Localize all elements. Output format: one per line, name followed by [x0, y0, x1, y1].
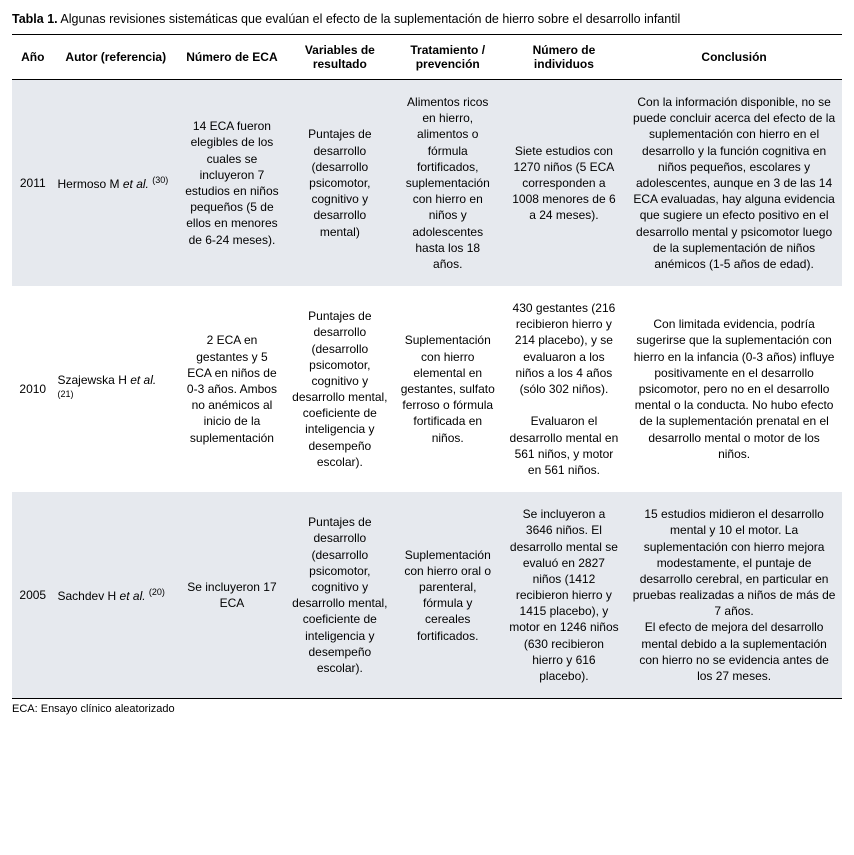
author-ref: (30) [152, 175, 168, 185]
caption-label: Tabla 1. [12, 12, 58, 26]
header-row: Año Autor (referencia) Número de ECA Var… [12, 35, 842, 80]
cell-n: Siete estudios con 1270 niños (5 ECA cor… [502, 80, 627, 287]
cell-year: 2005 [12, 492, 54, 699]
cell-author: Hermoso M et al. (30) [54, 80, 179, 287]
caption-text: Algunas revisiones sistemáticas que eval… [60, 12, 680, 26]
th-conclusion: Conclusión [626, 35, 842, 80]
th-author: Autor (referencia) [54, 35, 179, 80]
table-footnote: ECA: Ensayo clínico aleatorizado [12, 703, 842, 715]
th-eca: Número de ECA [178, 35, 286, 80]
cell-eca: 2 ECA en gestantes y 5 ECA en niños de 0… [178, 286, 286, 492]
author-name: Hermoso M [58, 177, 120, 191]
th-year: Año [12, 35, 54, 80]
cell-conclusion: Con limitada evidencia, podría sugerirse… [626, 286, 842, 492]
cell-eca: Se incluyeron 17 ECA [178, 492, 286, 699]
author-name: Szajewska H [58, 373, 127, 387]
cell-year: 2011 [12, 80, 54, 287]
cell-n: 430 gestantes (216 recibieron hierro y 2… [502, 286, 627, 492]
cell-conclusion: 15 estudios midieron el desarrollo menta… [626, 492, 842, 699]
author-name: Sachdev H [58, 589, 117, 603]
author-ref: (21) [58, 389, 74, 399]
cell-treatment: Suplementación con hierro oral o parente… [394, 492, 502, 699]
author-ref: (20) [149, 587, 165, 597]
cell-author: Sachdev H et al. (20) [54, 492, 179, 699]
n-part1: 430 gestantes (216 recibieron hierro y 2… [513, 301, 616, 396]
table-row: 2010 Szajewska H et al. (21) 2 ECA en ge… [12, 286, 842, 492]
cell-n: Se incluyeron a 3646 niños. El desarroll… [502, 492, 627, 699]
table-row: 2011 Hermoso M et al. (30) 14 ECA fueron… [12, 80, 842, 287]
th-vars: Variables de resultado [286, 35, 394, 80]
cell-year: 2010 [12, 286, 54, 492]
conclusion-part2: El efecto de mejora del desarrollo menta… [639, 620, 828, 683]
th-n: Número de individuos [502, 35, 627, 80]
cell-conclusion: Con la información disponible, no se pue… [626, 80, 842, 287]
cell-treatment: Suplementación con hierro elemental en g… [394, 286, 502, 492]
n-part2: Evaluaron el desarrollo mental en 561 ni… [510, 414, 619, 477]
cell-vars: Puntajes de desarrollo (desarrollo psico… [286, 492, 394, 699]
cell-eca: 14 ECA fueron elegibles de los cuales se… [178, 80, 286, 287]
cell-treatment: Alimentos ricos en hierro, alimentos o f… [394, 80, 502, 287]
cell-vars: Puntajes de desarrollo (desarrollo psico… [286, 80, 394, 287]
cell-vars: Puntajes de desarrollo (desarrollo psico… [286, 286, 394, 492]
systematic-reviews-table: Año Autor (referencia) Número de ECA Var… [12, 34, 842, 699]
cell-author: Szajewska H et al. (21) [54, 286, 179, 492]
table-caption: Tabla 1. Algunas revisiones sistemáticas… [12, 12, 842, 26]
conclusion-part1: 15 estudios midieron el desarrollo menta… [633, 507, 836, 618]
th-treatment: Tratamiento / prevención [394, 35, 502, 80]
table-row: 2005 Sachdev H et al. (20) Se incluyeron… [12, 492, 842, 699]
